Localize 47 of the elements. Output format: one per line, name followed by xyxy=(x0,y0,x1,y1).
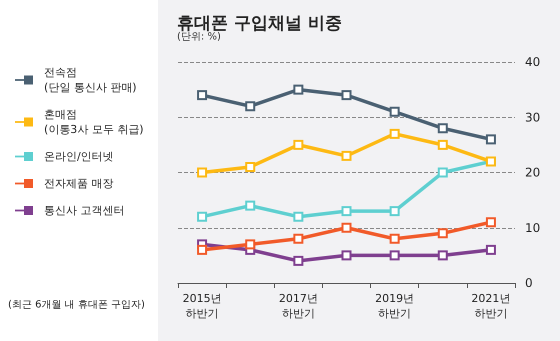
point xyxy=(293,212,304,222)
point xyxy=(438,168,448,178)
point xyxy=(486,244,496,255)
point xyxy=(293,84,304,95)
point xyxy=(245,239,256,250)
x-tick-label: 2019년 하반기 xyxy=(375,292,414,320)
point xyxy=(342,250,352,260)
point xyxy=(245,162,256,172)
point xyxy=(390,250,400,260)
point xyxy=(438,250,448,260)
x-tick-label: 2021년 하반기 xyxy=(471,292,510,320)
point xyxy=(390,106,400,117)
point xyxy=(390,128,400,139)
legend-label: 전자제품 매장 xyxy=(44,177,114,190)
y-tick-label: 30 xyxy=(525,110,540,124)
point xyxy=(293,256,304,266)
x-tick-label: 2015년 하반기 xyxy=(182,292,222,320)
point xyxy=(486,217,496,228)
point xyxy=(390,234,400,244)
point xyxy=(245,200,256,211)
point xyxy=(342,222,352,233)
chart-subtitle: (단위: %) xyxy=(177,32,221,42)
legend-label: 온라인/인터넷 xyxy=(44,150,114,163)
y-tick-label: 40 xyxy=(525,55,540,69)
legend-label: 통신사 고객센터 xyxy=(44,204,124,217)
y-tick-label: 10 xyxy=(525,220,540,235)
point xyxy=(197,244,208,255)
point xyxy=(390,206,400,216)
point xyxy=(245,101,256,112)
x-tick-label: 2017년 하반기 xyxy=(278,292,318,320)
point xyxy=(293,140,304,150)
text: (최근 6개월 내 휴대폰 구입자) xyxy=(8,300,145,310)
point xyxy=(342,206,352,216)
point xyxy=(197,90,208,100)
point xyxy=(486,134,496,144)
point xyxy=(438,228,448,238)
point xyxy=(197,212,208,222)
point xyxy=(197,168,208,178)
legend-label: 혼매점 (이통3사 모두 취급) xyxy=(44,108,144,136)
legend-label: 전속점 (단일 통신사 판매) xyxy=(44,66,137,94)
y-tick-label: 0 xyxy=(525,276,533,290)
point xyxy=(342,90,352,100)
point xyxy=(438,140,448,150)
point xyxy=(342,150,352,161)
y-tick-label: 20 xyxy=(525,166,540,180)
point xyxy=(293,234,304,244)
point xyxy=(438,123,448,134)
